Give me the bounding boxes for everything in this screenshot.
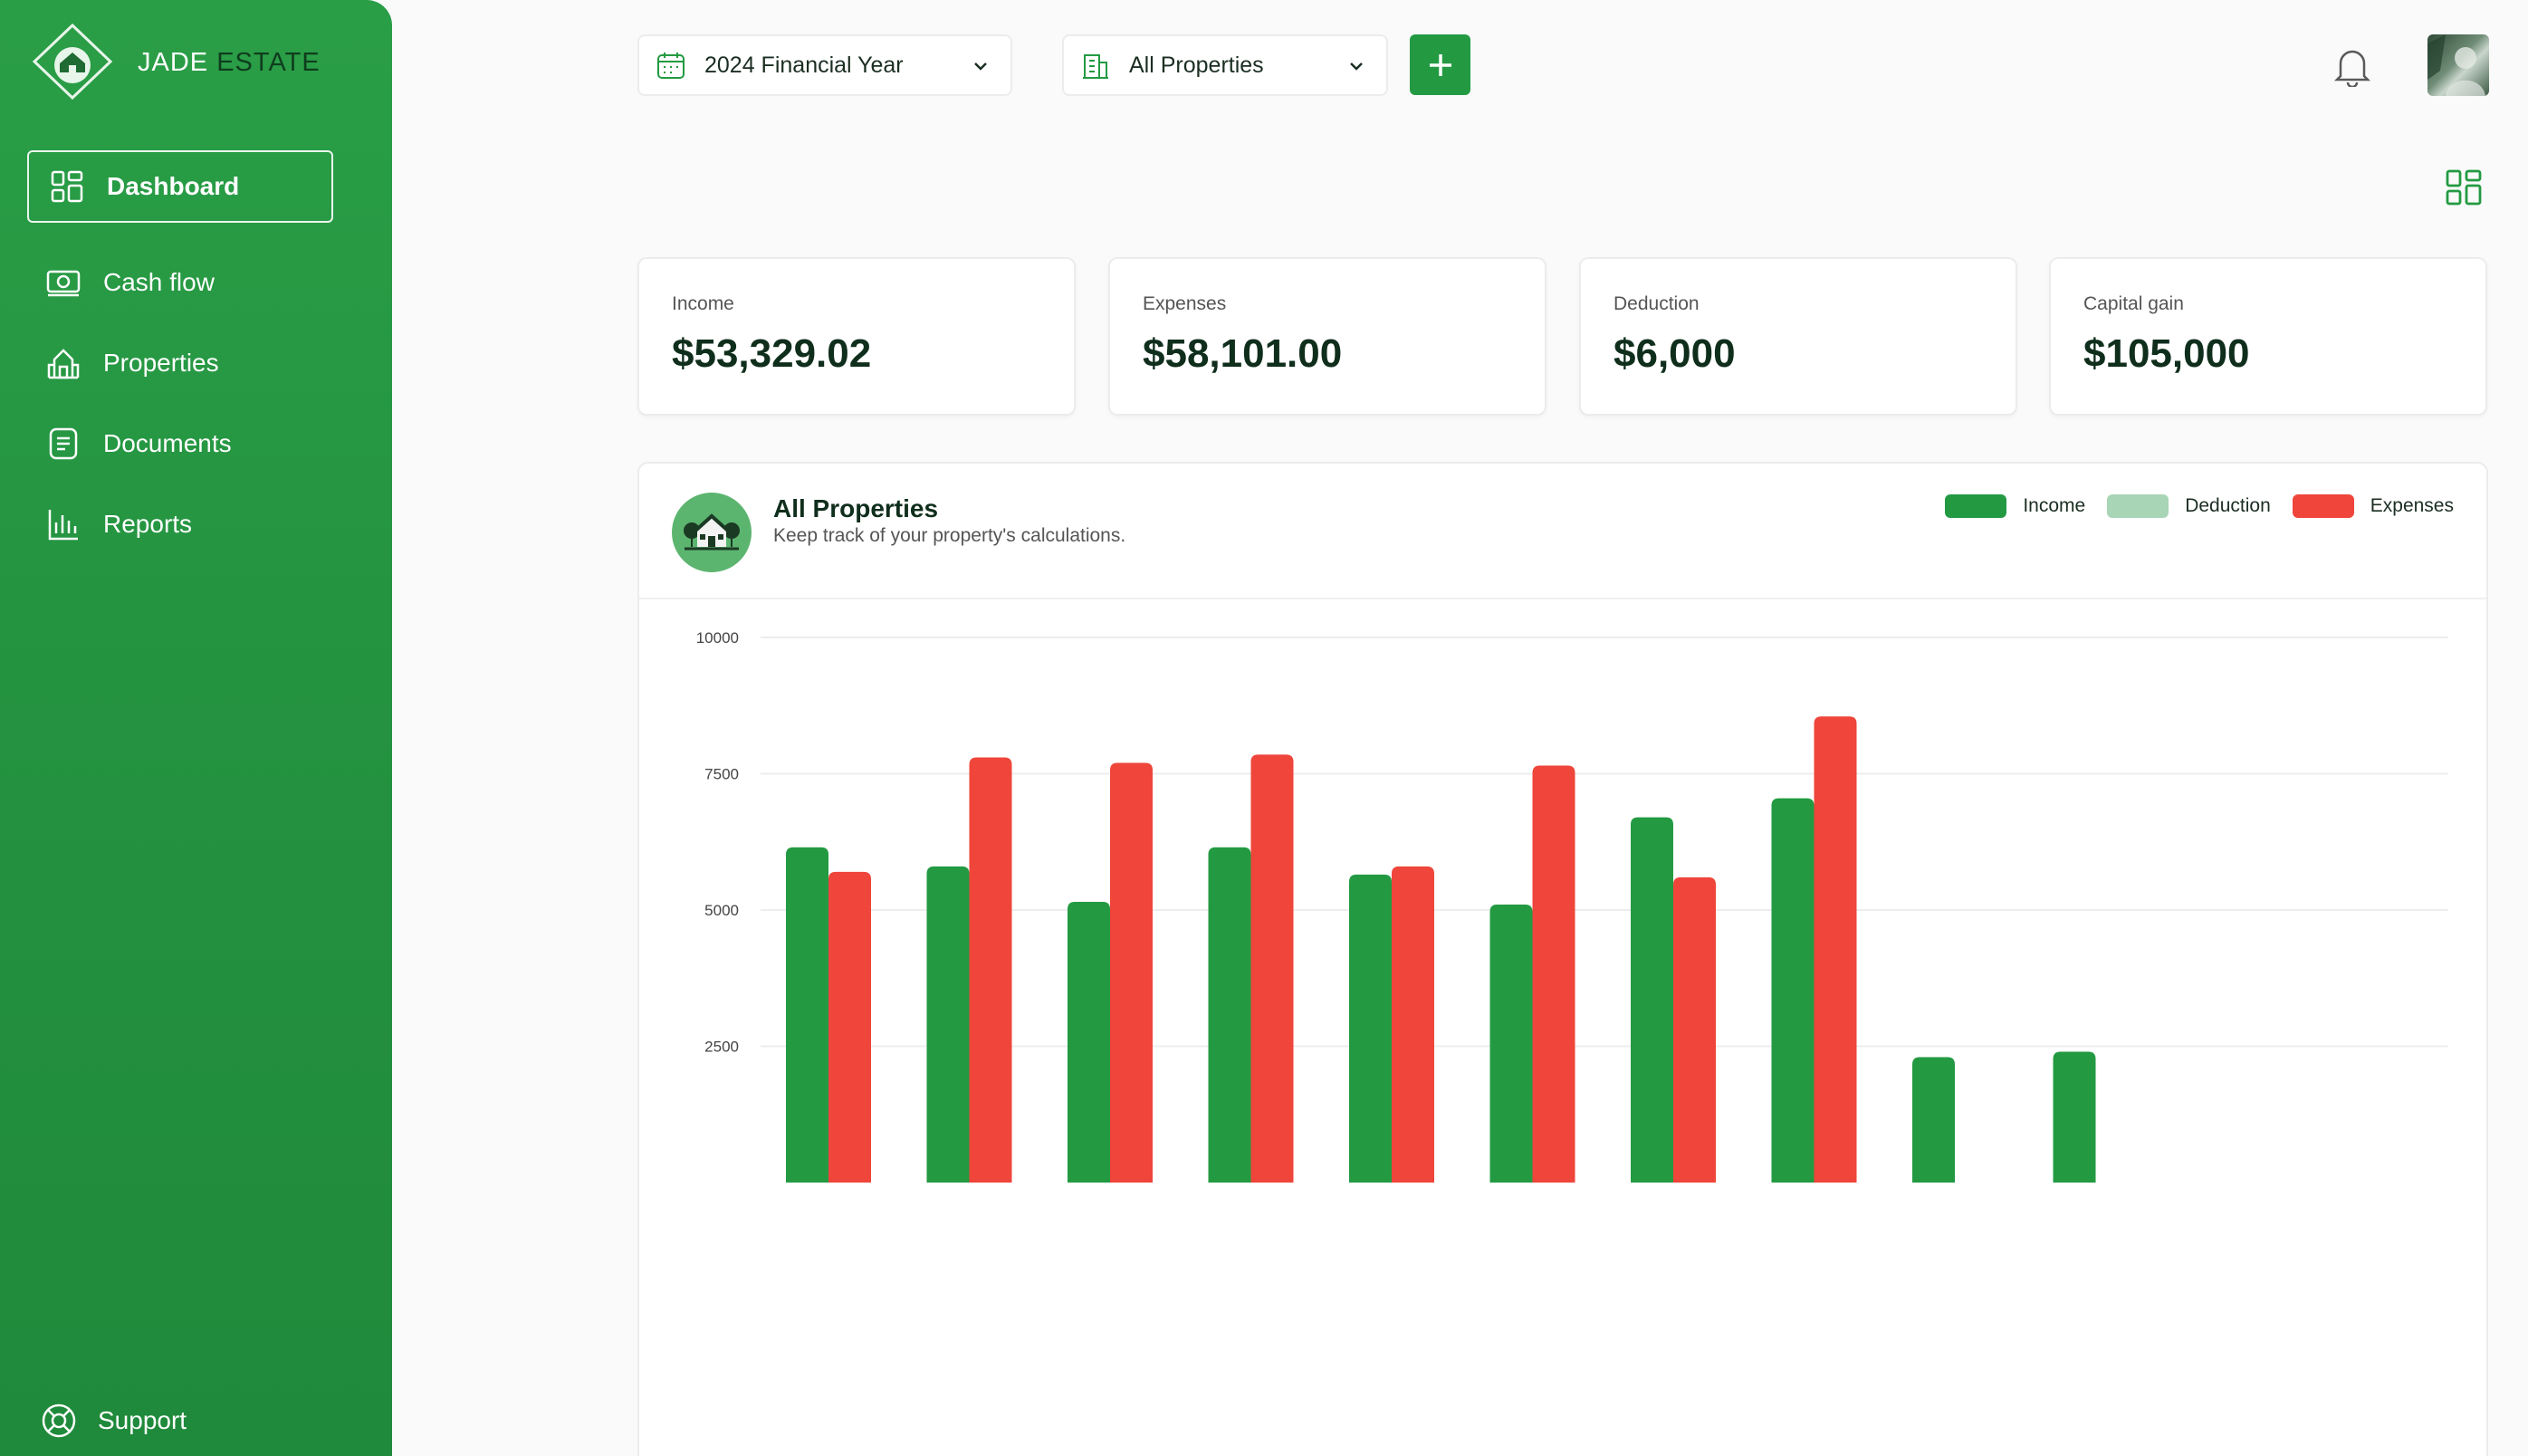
sidebar-item-reports[interactable]: Reports [27, 488, 333, 560]
property-badge [672, 493, 752, 572]
bar-income-5[interactable] [1349, 874, 1392, 1183]
bar-expenses-7[interactable] [1673, 876, 1716, 1183]
legend-item-deduction[interactable]: Deduction [2107, 494, 2271, 518]
stat-label: Capital gain [2083, 293, 2184, 314]
bar-income-7[interactable] [1631, 817, 1673, 1183]
brand-logo[interactable]: JADE ESTATE [29, 22, 321, 103]
property-select-value: All Properties [1129, 52, 1264, 78]
bar-income-6[interactable] [1489, 904, 1533, 1183]
chevron-down-icon [1350, 62, 1363, 71]
bar-income-10[interactable] [2053, 1051, 2096, 1183]
sidebar-item-label: Reports [103, 510, 193, 538]
brand-name-part2: ESTATE [216, 47, 321, 77]
year-select[interactable]: 2024 Financial Year [637, 34, 1012, 96]
y-tick-label: 7500 [704, 766, 739, 783]
bar-income-8[interactable] [1771, 798, 1815, 1183]
building-icon [43, 343, 83, 383]
bar-income-1[interactable] [786, 847, 828, 1183]
bar-expenses-2[interactable] [969, 757, 1012, 1183]
legend-label: Income [2023, 495, 2086, 516]
brand-name: JADE ESTATE [138, 48, 321, 78]
bar-expenses-3[interactable] [1110, 762, 1153, 1183]
cash-icon [43, 263, 83, 302]
sidebar-item-label: Documents [103, 429, 232, 457]
legend-item-income[interactable]: Income [1945, 494, 2085, 518]
y-tick-label: 10000 [696, 629, 739, 647]
chart-panel-header: All Properties Keep track of your proper… [639, 464, 2486, 599]
calendar-icon [657, 53, 685, 79]
chart-legend: Income Deduction Expenses [1923, 494, 2454, 518]
sidebar-item-dashboard[interactable]: Dashboard [27, 150, 333, 223]
support-lifebuoy-icon [42, 1403, 76, 1438]
year-select-value: 2024 Financial Year [704, 52, 904, 78]
grid-view-icon[interactable] [2445, 168, 2483, 206]
bar-expenses-8[interactable] [1814, 716, 1857, 1183]
bar-expenses-1[interactable] [828, 871, 871, 1183]
panel-subtitle: Keep track of your property's calculatio… [773, 525, 1126, 546]
sidebar-item-cash-flow[interactable]: Cash flow [27, 246, 333, 319]
y-tick-label: 5000 [704, 902, 739, 919]
stat-value: $53,329.02 [672, 331, 872, 376]
legend-item-expenses[interactable]: Expenses [2292, 494, 2454, 518]
bar-income-9[interactable] [1912, 1057, 1955, 1183]
plus-icon [1429, 53, 1451, 76]
bar-expenses-5[interactable] [1392, 866, 1434, 1183]
stat-value: $6,000 [1614, 331, 1736, 376]
chevron-down-icon [974, 62, 987, 71]
brand-name-part1: JADE [138, 47, 209, 77]
stat-label: Deduction [1614, 293, 1700, 314]
reports-icon [43, 504, 83, 544]
dashboard-icon [47, 167, 87, 206]
bar-expenses-4[interactable] [1250, 754, 1294, 1183]
sidebar-item-label: Cash flow [103, 268, 215, 296]
avatar-image [2427, 34, 2485, 96]
bell-icon[interactable] [2333, 45, 2371, 87]
logo-house-icon [32, 23, 113, 101]
stat-value: $58,101.00 [1143, 331, 1343, 376]
stat-card-capital-gain: Capital gain $105,000 [2049, 257, 2487, 416]
stat-card-income: Income $53,329.02 [637, 257, 1076, 416]
bar-expenses-6[interactable] [1532, 765, 1575, 1183]
panel-title: All Properties [773, 494, 939, 522]
stat-label: Income [672, 293, 734, 314]
sidebar-item-label: Dashboard [107, 172, 240, 200]
add-button[interactable] [1410, 34, 1470, 95]
support-link[interactable]: Support [40, 1402, 187, 1440]
document-icon [43, 424, 83, 464]
building-icon [1083, 54, 1108, 79]
bar-income-3[interactable] [1068, 901, 1110, 1183]
legend-label: Deduction [2185, 495, 2271, 516]
property-select[interactable]: All Properties [1062, 34, 1388, 96]
y-tick-label: 2500 [704, 1039, 739, 1056]
avatar[interactable] [2427, 34, 2489, 96]
sidebar-item-documents[interactable]: Documents [27, 407, 333, 480]
legend-swatch-expenses [2292, 494, 2354, 518]
legend-swatch-deduction [2107, 494, 2169, 518]
house-trees-icon [684, 513, 740, 551]
sidebar-item-properties[interactable]: Properties [27, 327, 333, 399]
bar-income-2[interactable] [926, 866, 970, 1183]
stat-value: $105,000 [2083, 331, 2250, 376]
stat-label: Expenses [1143, 293, 1227, 314]
stat-card-expenses: Expenses $58,101.00 [1108, 257, 1546, 416]
bar-chart-svg: 10000 7500 5000 2500 [696, 629, 2448, 1183]
bar-income-4[interactable] [1208, 847, 1251, 1183]
legend-label: Expenses [2370, 495, 2454, 516]
stat-card-deduction: Deduction $6,000 [1579, 257, 2017, 416]
sidebar: JADE ESTATE Dashboard Cash flow [0, 0, 392, 1456]
support-label: Support [98, 1406, 187, 1434]
bar-chart: 10000 7500 5000 2500 [637, 598, 2488, 1456]
sidebar-item-label: Properties [103, 349, 219, 377]
legend-swatch-income [1945, 494, 2007, 518]
